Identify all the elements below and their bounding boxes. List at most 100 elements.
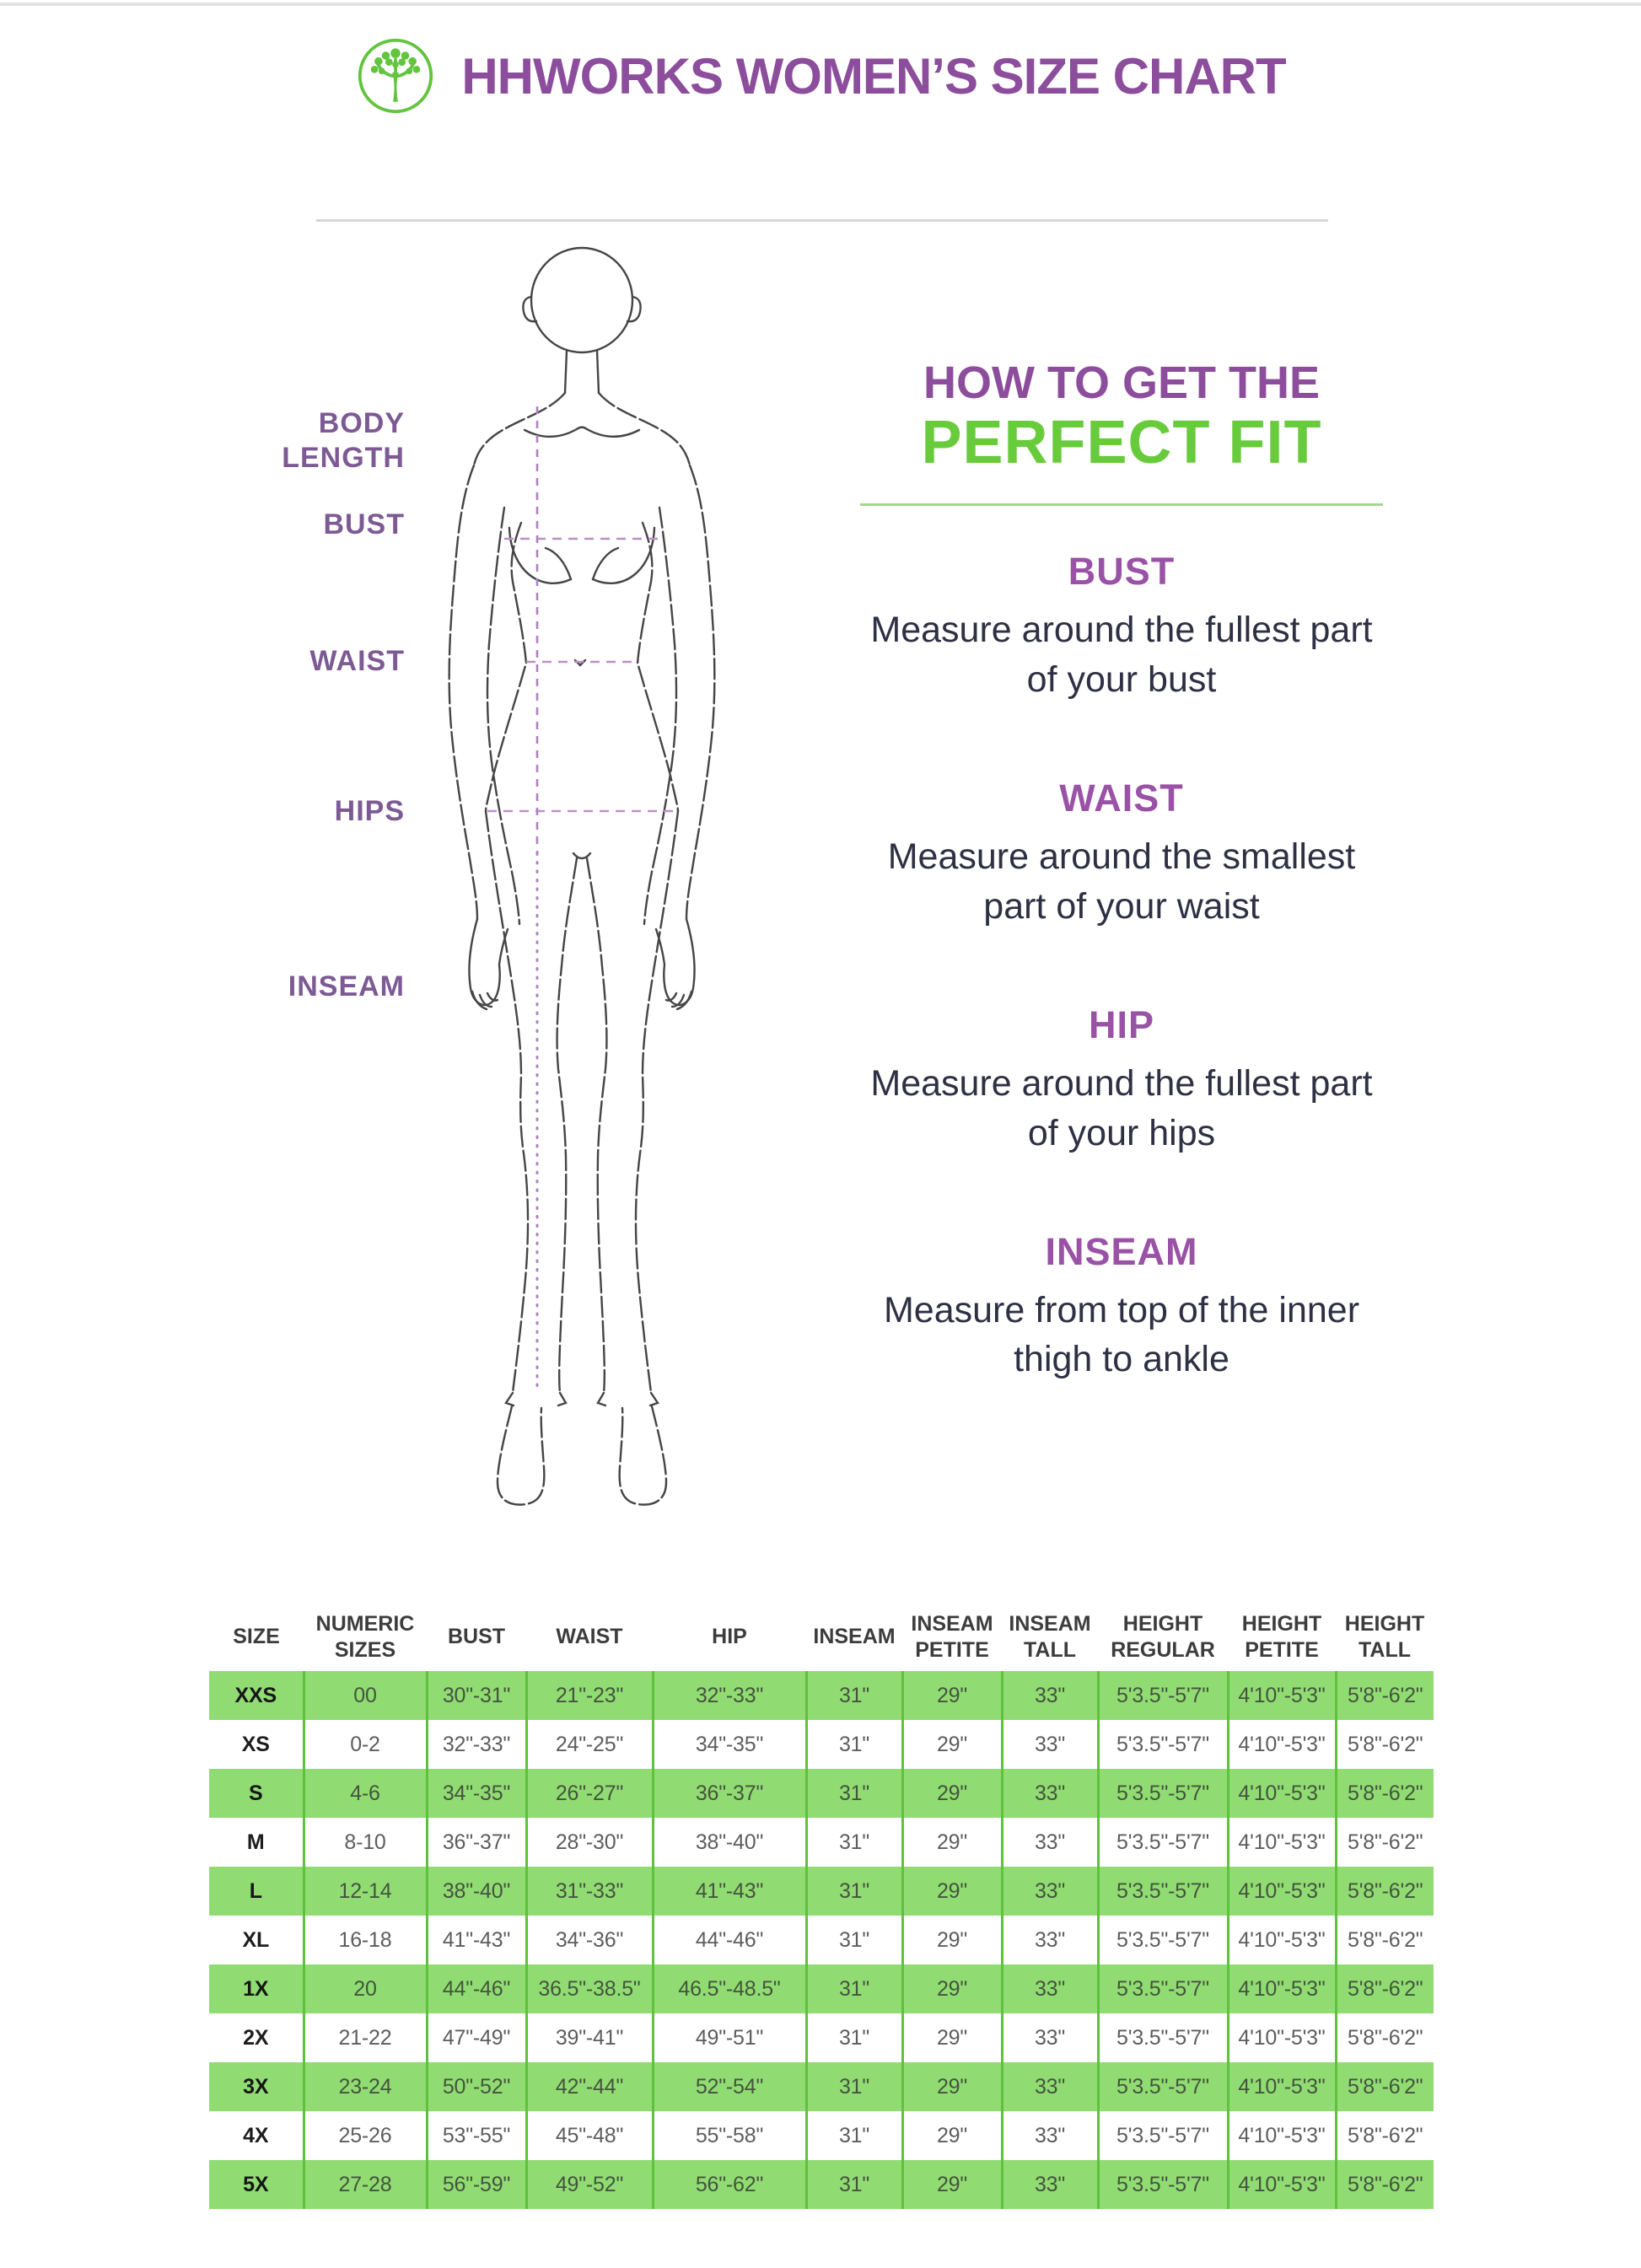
table-cell: 21"-23" <box>525 1671 653 1720</box>
table-cell: 5'3.5"-5'7" <box>1096 1818 1228 1867</box>
table-cell: 33" <box>1000 1671 1098 1720</box>
table-cell: 34"-36" <box>525 1916 653 1964</box>
table-cell: 39"-41" <box>525 2013 653 2062</box>
table-cell: 31" <box>804 1867 902 1916</box>
table-cell: 31" <box>804 1720 902 1769</box>
table-cell: 00 <box>302 1671 427 1720</box>
fit-guide-section-bust: BUST Measure around the fullest part of y… <box>860 550 1383 704</box>
table-cell: 31" <box>804 2111 902 2160</box>
table-cell: 12-14 <box>302 1867 427 1916</box>
table-cell: 1X <box>209 1964 304 2013</box>
table-cell: 5'8"-6'2" <box>1334 1818 1434 1867</box>
table-cell: 21-22 <box>302 2013 427 2062</box>
table-header-cell: HEIGHT TALL <box>1344 1611 1425 1662</box>
table-cell: 4'10"-5'3" <box>1226 1769 1336 1818</box>
table-cell: 2X <box>209 2013 304 2062</box>
table-cell: L <box>209 1867 304 1916</box>
figure-label-body-length: BODY LENGTH <box>282 407 405 474</box>
table-cell: 53"-55" <box>425 2111 526 2160</box>
table-cell: 8-10 <box>302 1818 427 1867</box>
table-cell: 46.5"-48.5" <box>651 1964 806 2013</box>
table-cell: 4'10"-5'3" <box>1226 2160 1336 2209</box>
table-cell: 29" <box>901 2160 1002 2209</box>
table-cell: 31" <box>804 1671 902 1720</box>
table-header-cell: INSEAM TALL <box>1009 1611 1091 1662</box>
section-title: BUST <box>1068 550 1176 594</box>
table-cell: 5'8"-6'2" <box>1334 1769 1434 1818</box>
table-cell: 56"-62" <box>651 2160 806 2209</box>
fit-guide-section-inseam: INSEAM Measure from top of the inner thig… <box>860 1230 1383 1384</box>
section-title: INSEAM <box>1045 1230 1198 1273</box>
table-row: 5X 27-28 56"-59" 49"-52" 56"-62" 31" 29" 33" 5'3… <box>209 2160 1434 2209</box>
figure-label-bust: BUST <box>323 508 405 540</box>
table-cell: 47"-49" <box>425 2013 526 2062</box>
table-cell: 4'10"-5'3" <box>1226 2062 1336 2111</box>
table-cell: 44"-46" <box>425 1964 526 2013</box>
table-cell: 4X <box>209 2111 304 2160</box>
table-cell: 38"-40" <box>651 1818 806 1867</box>
table-cell: 38"-40" <box>425 1867 526 1916</box>
table-row: L 12-14 38"-40" 31"-33" 41"-43" 31" 29" 33" 5'3.… <box>209 1867 1434 1916</box>
table-row: 4X 25-26 53"-55" 45"-48" 55"-58" 31" 29" 33" 5'3… <box>209 2111 1434 2160</box>
table-cell: 29" <box>901 1867 1002 1916</box>
table-cell: 5X <box>209 2160 304 2209</box>
figure-head <box>530 246 634 354</box>
table-cell: 5'3.5"-5'7" <box>1096 2062 1228 2111</box>
table-cell: 31" <box>804 2062 902 2111</box>
table-cell: 49"-51" <box>651 2013 806 2062</box>
table-cell: 5'3.5"-5'7" <box>1096 1769 1228 1818</box>
table-row: 1X 20 44"-46" 36.5"-38.5" 46.5"-48.5" 31" 29" 3… <box>209 1964 1434 2013</box>
table-cell: 45"-48" <box>525 2111 653 2160</box>
table-cell: 5'3.5"-5'7" <box>1096 1867 1228 1916</box>
table-cell: 30"-31" <box>425 1671 526 1720</box>
table-cell: 4-6 <box>302 1769 427 1818</box>
table-header-cell: INSEAM <box>813 1625 896 1649</box>
table-cell: 29" <box>901 1964 1002 2013</box>
table-cell: 25-26 <box>302 2111 427 2160</box>
table-cell: 24"-25" <box>525 1720 653 1769</box>
table-cell: 33" <box>1000 1867 1098 1916</box>
table-row: M 8-10 36"-37" 28"-30" 38"-40" 31" 29" 33" 5'3.5… <box>209 1818 1434 1867</box>
table-cell: 36"-37" <box>651 1769 806 1818</box>
table-cell: 32"-33" <box>425 1720 526 1769</box>
table-cell: 5'8"-6'2" <box>1334 2111 1434 2160</box>
table-cell: 29" <box>901 1769 1002 1818</box>
table-cell: 5'3.5"-5'7" <box>1096 2160 1228 2209</box>
table-cell: 29" <box>901 1720 1002 1769</box>
figure-label-hips: HIPS <box>334 795 405 827</box>
table-cell: 31" <box>804 1769 902 1818</box>
section-text: Measure from top of the inner thigh to a… <box>883 1290 1360 1380</box>
figure-label-waist: WAIST <box>309 645 405 677</box>
table-cell: 44"-46" <box>651 1916 806 1964</box>
table-cell: XS <box>209 1720 304 1769</box>
table-header-cell: BUST <box>447 1625 506 1649</box>
table-row: 2X 21-22 47"-49" 39"-41" 49"-51" 31" 29" 33" 5'3… <box>209 2013 1434 2062</box>
table-cell: 31" <box>804 1916 902 1964</box>
table-cell: 4'10"-5'3" <box>1226 1818 1336 1867</box>
table-header-cell: HIP <box>712 1625 747 1649</box>
section-title: HIP <box>1088 1003 1154 1047</box>
page-top-edge <box>0 3 1641 6</box>
table-cell: 33" <box>1000 1916 1098 1964</box>
table-cell: 29" <box>901 2111 1002 2160</box>
table-cell: 33" <box>1000 2062 1098 2111</box>
table-cell: 4'10"-5'3" <box>1226 2013 1336 2062</box>
table-cell: 5'8"-6'2" <box>1334 1916 1434 1964</box>
table-cell: 0-2 <box>302 1720 427 1769</box>
table-cell: 23-24 <box>302 2062 427 2111</box>
table-cell: 32"-33" <box>651 1671 806 1720</box>
table-header-cell: WAIST <box>556 1625 623 1649</box>
fit-guide-section-waist: WAIST Measure around the smallest part of… <box>860 777 1383 931</box>
table-cell: 33" <box>1000 2111 1098 2160</box>
fit-guide: HOW TO GET THE PERFECT FIT BUST Measure a… <box>860 357 1383 1457</box>
table-cell: 55"-58" <box>651 2111 806 2160</box>
table-cell: 33" <box>1000 1720 1098 1769</box>
table-cell: 34"-35" <box>425 1769 526 1818</box>
table-cell: 4'10"-5'3" <box>1226 2111 1336 2160</box>
table-cell: 5'3.5"-5'7" <box>1096 2013 1228 2062</box>
table-cell: 5'8"-6'2" <box>1334 1867 1434 1916</box>
table-header-cell: HEIGHT REGULAR <box>1111 1611 1215 1662</box>
table-cell: 31" <box>804 2160 902 2209</box>
table-cell: 31"-33" <box>525 1867 653 1916</box>
table-cell: 5'8"-6'2" <box>1334 1720 1434 1769</box>
